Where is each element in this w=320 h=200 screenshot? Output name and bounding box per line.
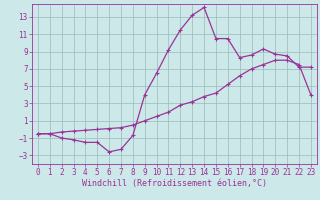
X-axis label: Windchill (Refroidissement éolien,°C): Windchill (Refroidissement éolien,°C) xyxy=(82,179,267,188)
